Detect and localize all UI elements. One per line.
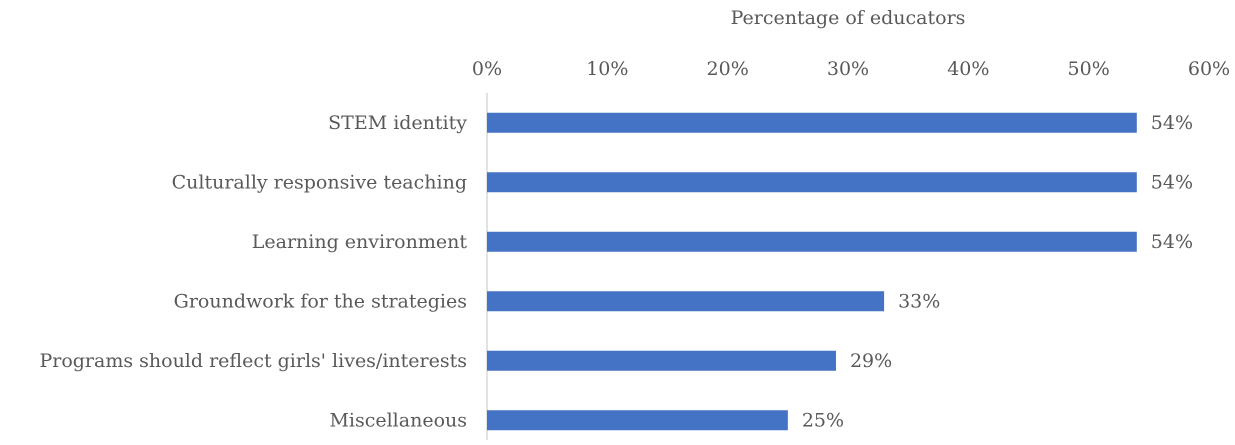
data-label: 54% [1151,112,1193,134]
data-label: 54% [1151,171,1193,193]
bar [487,291,885,312]
x-tick-label: 30% [827,58,869,80]
data-label: 25% [802,409,844,431]
bar [487,410,788,431]
y-tick-label: Culturally responsive teaching [172,171,467,193]
y-tick-label: STEM identity [328,112,467,134]
x-tick-label: 50% [1068,58,1110,80]
y-tick-label: Learning environment [252,231,468,253]
x-tick-label: 60% [1188,58,1230,80]
x-tick-label: 0% [472,58,502,80]
y-tick-label: Miscellaneous [329,409,467,431]
bar [487,172,1137,193]
data-label: 54% [1151,231,1193,253]
bar [487,350,836,371]
x-tick-label: 40% [947,58,989,80]
y-tick-label: Groundwork for the strategies [174,290,467,312]
bar [487,112,1137,133]
bar [487,231,1137,252]
x-tick-label: 10% [586,58,628,80]
x-tick-label: 20% [707,58,749,80]
y-tick-label: Programs should reflect girls' lives/int… [39,350,467,372]
x-axis-title: Percentage of educators [731,7,966,29]
data-label: 33% [898,290,940,312]
data-label: 29% [850,350,892,372]
